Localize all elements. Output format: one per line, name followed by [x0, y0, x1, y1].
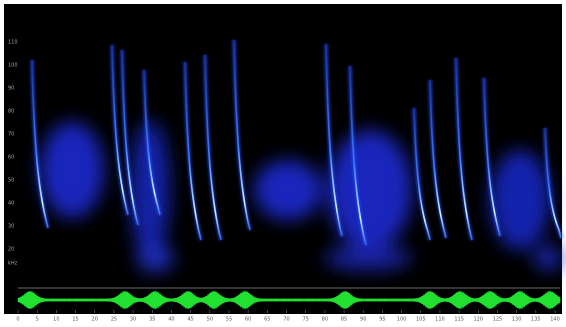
x-tick-label: 110	[435, 317, 445, 323]
y-tick-label: 20	[8, 247, 14, 253]
noise-regions	[40, 120, 562, 272]
x-tick-label: 10	[53, 317, 59, 323]
x-tick-label: 30	[130, 317, 136, 323]
x-tick-label: 70	[283, 317, 289, 323]
call-trace	[544, 127, 562, 239]
x-tick-label: 130	[512, 317, 522, 323]
x-tick-label: 85	[341, 317, 347, 323]
x-tick-label: 125	[493, 317, 503, 323]
call-trace	[143, 69, 161, 216]
call-trace	[233, 39, 251, 231]
x-tick-label: 50	[207, 317, 213, 323]
call-trace	[121, 49, 139, 226]
x-tick-label: 40	[168, 317, 174, 323]
y-tick-label: 30	[8, 224, 14, 230]
y-tick-label: 110	[8, 40, 18, 46]
call-trace	[429, 79, 447, 239]
x-tick-label: 95	[379, 317, 385, 323]
y-tick-label: 100	[8, 63, 18, 69]
x-axis: 0 5 10 15 20 25 30 35 40 45 50 55 60 65 70 75 80 85 90 95 10…	[16, 310, 560, 323]
call-trace	[204, 54, 222, 241]
x-tick-label: 100	[397, 317, 407, 323]
x-tick-label: 60	[245, 317, 251, 323]
call-trace	[325, 43, 343, 237]
call-traces	[30, 39, 563, 246]
x-tick-label: 55	[226, 317, 232, 323]
x-tick-label: 90	[360, 317, 366, 323]
x-tick-label: 135	[531, 317, 541, 323]
call-trace	[111, 44, 129, 216]
y-tick-label: 90	[8, 86, 14, 92]
y-axis: 110 100 90 80 70 60 50 40 30 20 kHz	[8, 40, 18, 267]
y-tick-label: 40	[8, 201, 14, 207]
y-tick-label: 60	[8, 155, 14, 161]
call-trace	[184, 61, 202, 241]
x-tick-label: 115	[454, 317, 464, 323]
x-tick-label: 15	[72, 317, 78, 323]
y-axis-unit: kHz	[8, 261, 18, 267]
x-tick-label: 80	[322, 317, 328, 323]
x-tick-label: 120	[474, 317, 484, 323]
x-tick-label: 45	[187, 317, 193, 323]
x-tick-label: 5	[36, 317, 39, 323]
call-trace	[483, 77, 501, 237]
x-tick-label: 20	[92, 317, 98, 323]
waveform	[17, 290, 561, 310]
y-tick-label: 80	[8, 109, 14, 115]
x-tick-label: 140	[550, 317, 560, 323]
y-tick-label: 50	[8, 178, 14, 184]
y-tick-label: 70	[8, 132, 14, 138]
x-tick-label: 65	[264, 317, 270, 323]
call-trace	[31, 59, 49, 229]
x-tick-label: 35	[149, 317, 155, 323]
x-tick-label: 25	[111, 317, 117, 323]
x-tick-label: 75	[302, 317, 308, 323]
call-trace	[349, 65, 367, 246]
call-trace	[455, 57, 473, 241]
x-tick-label: 0	[16, 317, 19, 323]
x-tick-label: 105	[416, 317, 426, 323]
call-trace	[413, 107, 431, 241]
